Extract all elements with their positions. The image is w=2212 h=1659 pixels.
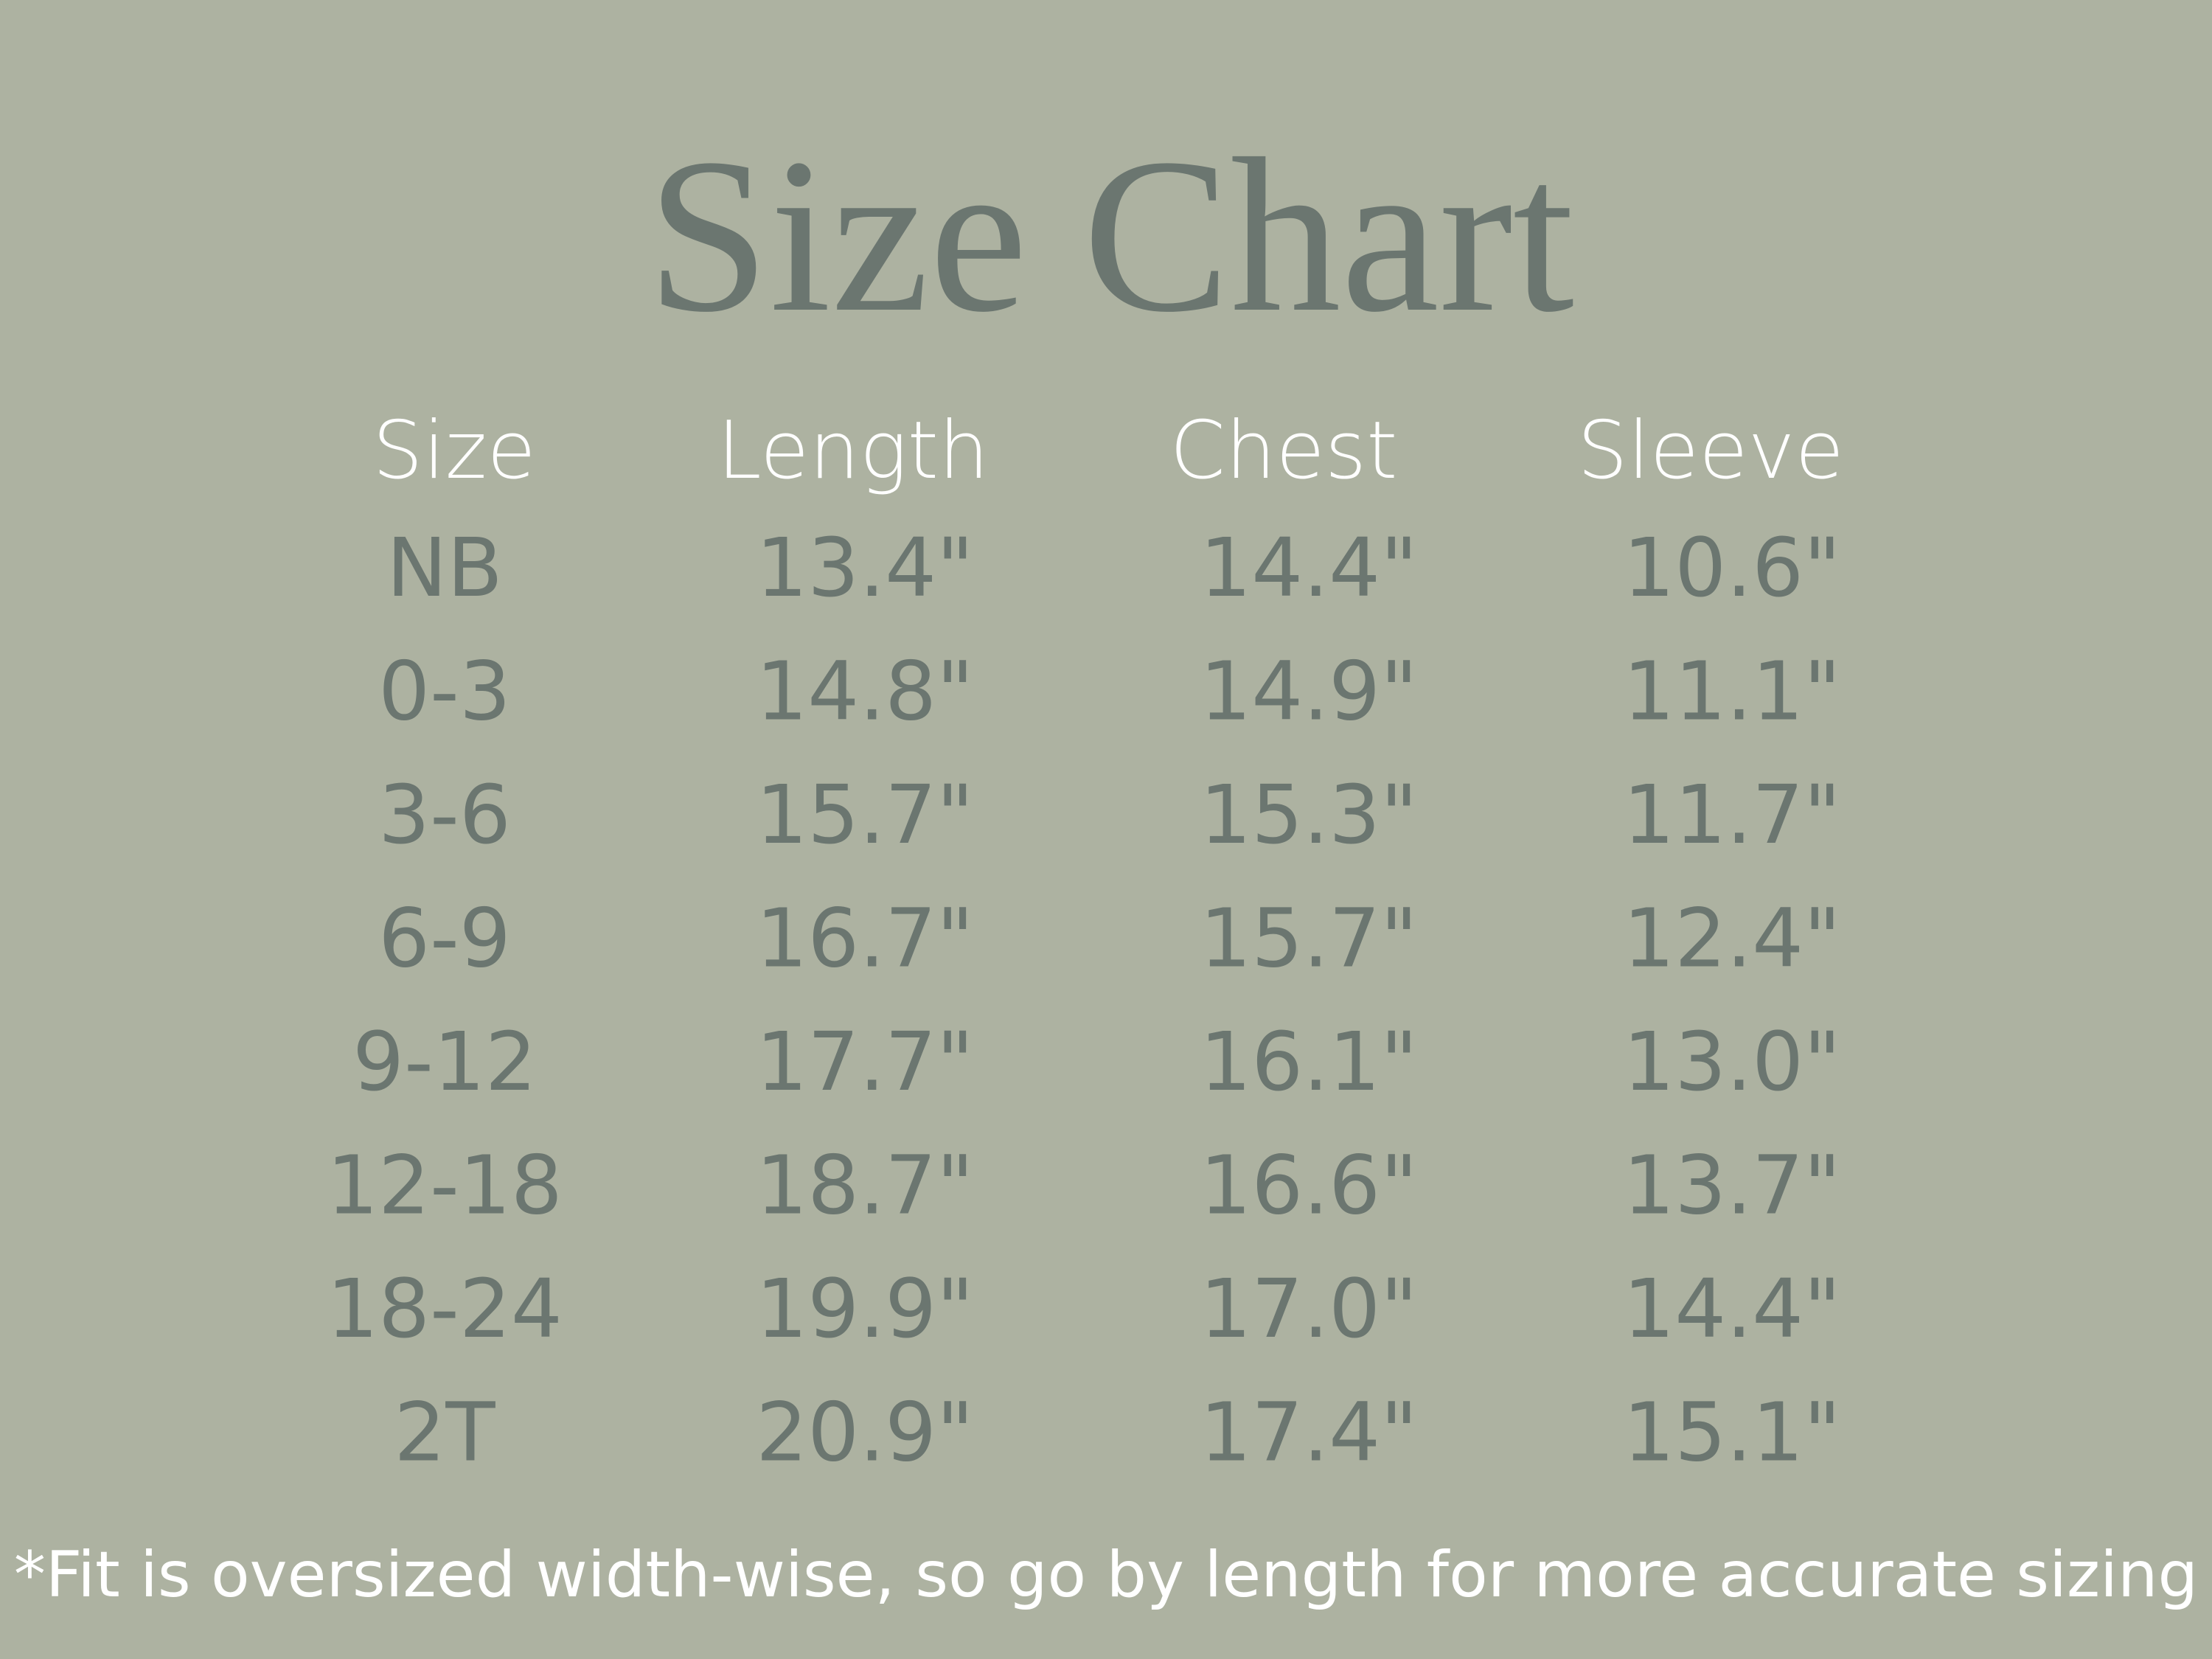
measurement: 16.7"	[756, 891, 974, 986]
column-header: Size	[372, 405, 536, 497]
measurement: 17.0"	[1200, 1262, 1418, 1356]
measurement: 18.7"	[756, 1138, 974, 1233]
column-header: Chest	[1170, 405, 1398, 497]
measurement: 14.4"	[1200, 521, 1418, 615]
size-label: 12-18	[327, 1138, 563, 1233]
measurement: 11.1"	[1623, 644, 1841, 739]
footnote: *Fit is oversized width-wise, so go by l…	[14, 1538, 2198, 1612]
size-label: NB	[386, 521, 503, 615]
measurement: 11.7"	[1623, 768, 1841, 862]
measurement: 17.7"	[756, 1015, 974, 1109]
measurement: 16.1"	[1200, 1015, 1418, 1109]
size-label: 0-3	[378, 644, 511, 739]
size-label: 9-12	[352, 1015, 537, 1109]
measurement: 14.8"	[756, 644, 974, 739]
size-label: 18-24	[327, 1262, 563, 1356]
measurement: 17.4"	[1200, 1385, 1418, 1480]
measurement: 15.7"	[756, 768, 974, 862]
size-label: 6-9	[378, 891, 511, 986]
column-header: Length	[717, 405, 990, 497]
measurement: 20.9"	[756, 1385, 974, 1480]
measurement: 13.7"	[1623, 1138, 1841, 1233]
measurement: 13.0"	[1623, 1015, 1841, 1109]
measurement: 12.4"	[1623, 891, 1841, 986]
measurement: 19.9"	[756, 1262, 974, 1356]
measurement: 10.6"	[1623, 521, 1841, 615]
measurement: 14.4"	[1623, 1262, 1841, 1356]
measurement: 15.7"	[1200, 891, 1418, 986]
measurement: 15.3"	[1200, 768, 1418, 862]
measurement: 14.9"	[1200, 644, 1418, 739]
measurement: 15.1"	[1623, 1385, 1841, 1480]
measurement: 16.6"	[1200, 1138, 1418, 1233]
column-header: Sleeve	[1577, 405, 1844, 497]
size-label: 3-6	[378, 768, 511, 862]
size-label: 2T	[394, 1385, 495, 1480]
title: Size Chart	[647, 113, 1575, 358]
measurement: 13.4"	[756, 521, 974, 615]
